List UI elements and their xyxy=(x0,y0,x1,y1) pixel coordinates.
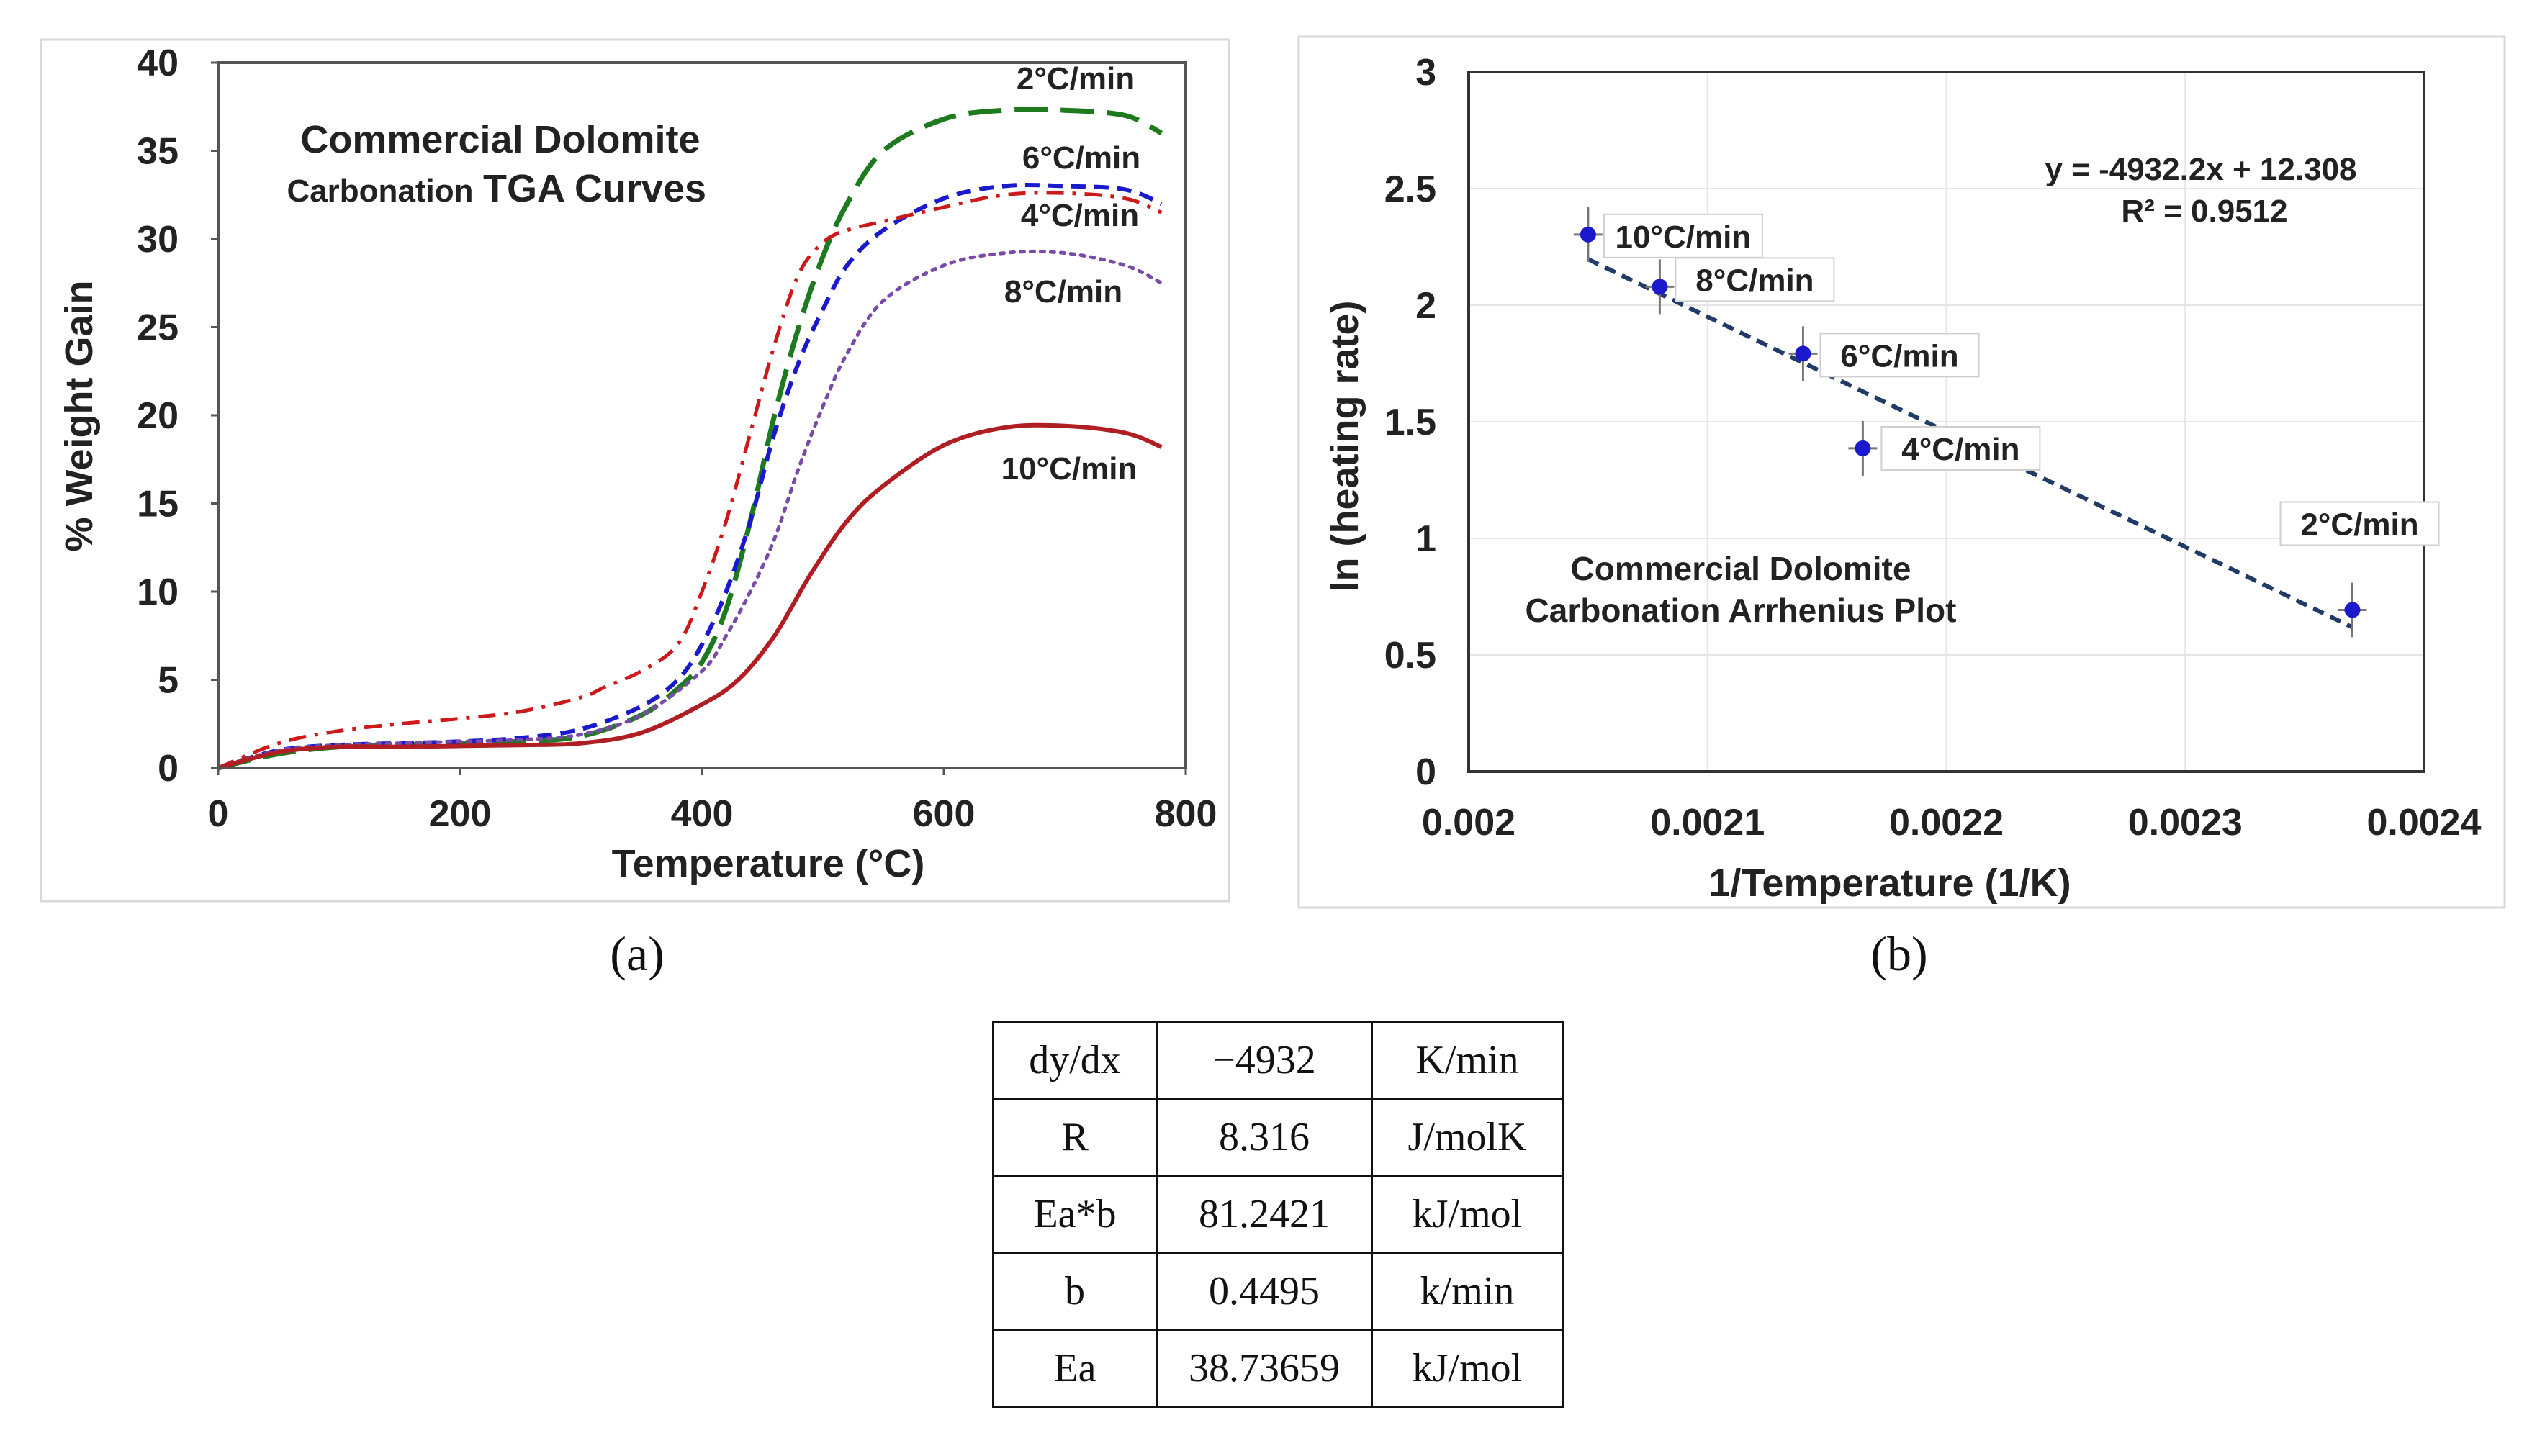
panel-label-b: (b) xyxy=(1870,926,1927,981)
chart-b-x-tick-label: 0.0024 xyxy=(2366,802,2481,844)
chart-b-arrhenius-plot: 10°C/min 8°C/min 6°C/min 4°C/min 2°C/min 0 0.… xyxy=(1323,52,2482,905)
chart-a-x-tick-label: 600 xyxy=(913,793,976,835)
table-cell-value: 0.4495 xyxy=(1156,1252,1373,1331)
chart-b-x-tick-label: 0.0022 xyxy=(1889,802,2004,844)
table-cell-unit: kJ/mol xyxy=(1371,1175,1564,1254)
chart-b-point-label-box xyxy=(2279,501,2440,546)
panel-label-a: (a) xyxy=(610,926,664,981)
table-cell-parameter: dy/dx xyxy=(992,1021,1158,1100)
chart-b-trendline xyxy=(1587,257,2353,630)
chart-a-subtitle-small: Carbonation xyxy=(287,173,473,209)
chart-a-y-tick-label: 40 xyxy=(137,42,179,84)
chart-a-series-line xyxy=(216,249,1163,770)
trendline-equation: y = -4932.2x + 12.308 xyxy=(2045,152,2356,187)
chart-b-y-tick-label: 0.5 xyxy=(1384,635,1436,677)
chart-a-series-line xyxy=(217,191,1163,770)
chart-b-point-label: 8°C/min xyxy=(1695,263,1814,298)
chart-a-y-tick-label: 15 xyxy=(137,484,179,525)
chart-a-series-label-2: 2°C/min xyxy=(1017,61,1135,96)
table-row: R 8.316 J/molK xyxy=(992,1098,1564,1177)
chart-b-point-label: 2°C/min xyxy=(2300,507,2418,542)
chart-a-title: Commercial Dolomite xyxy=(300,118,700,161)
table-cell-parameter: Ea*b xyxy=(992,1175,1158,1254)
chart-b-title: Commercial Dolomite xyxy=(1571,550,1911,587)
chart-b-data-point xyxy=(1795,345,1811,362)
chart-b-y-tick-label: 1 xyxy=(1415,518,1436,560)
table-cell-unit: K/min xyxy=(1371,1021,1564,1100)
chart-b-point-label: 4°C/min xyxy=(1901,432,2019,467)
chart-a-y-tick-label: 10 xyxy=(137,571,179,613)
chart-b-point-label: 10°C/min xyxy=(1615,220,1751,255)
chart-b-data-point xyxy=(2344,602,2361,618)
chart-b-data-point xyxy=(1855,440,1871,456)
chart-b-point-label: 6°C/min xyxy=(1840,338,1958,374)
chart-b-subtitle: Carbonation Arrhenius Plot xyxy=(1526,592,1957,629)
chart-a-x-tick-label: 400 xyxy=(671,793,734,835)
chart-a-series-label-6: 6°C/min xyxy=(1022,140,1140,176)
table-row: Ea 38.73659 kJ/mol xyxy=(992,1329,1564,1408)
chart-a-series-line xyxy=(217,422,1163,770)
chart-a-series-label-4: 4°C/min xyxy=(1021,198,1139,233)
chart-a-x-axis-title: Temperature (°C) xyxy=(612,842,925,885)
table-cell-value: 38.73659 xyxy=(1156,1329,1373,1408)
chart-a-series-label-10: 10°C/min xyxy=(1001,451,1138,487)
chart-a-y-axis-title: % Weight Gain xyxy=(58,280,101,551)
chart-a-y-tick-label: 35 xyxy=(137,131,179,173)
table-cell-value: 81.2421 xyxy=(1156,1175,1373,1254)
chart-a-series-label-8: 8°C/min xyxy=(1004,274,1122,309)
chart-a-y-tick-label: 5 xyxy=(158,660,179,702)
chart-b-y-tick-label: 3 xyxy=(1415,52,1436,94)
table-cell-unit: k/min xyxy=(1371,1252,1564,1331)
chart-b-point-label-box xyxy=(1819,333,1980,378)
chart-b-y-tick-label: 0 xyxy=(1415,751,1436,793)
table-cell-unit: J/molK xyxy=(1371,1098,1564,1177)
table-row: b 0.4495 k/min xyxy=(992,1252,1564,1331)
activation-energy-table: dy/dx −4932 K/min R 8.316 J/molK Ea*b 81.2421 kJ… xyxy=(992,1021,1564,1408)
chart-a-tga-curves: 0 5 10 15 20 25 30 35 40 0 200 400 600 800 Temperatu… xyxy=(58,42,1217,885)
chart-a-y-tick-label: 0 xyxy=(158,748,179,790)
chart-b-x-tick-label: 0.0023 xyxy=(2128,802,2243,844)
table-cell-value: −4932 xyxy=(1156,1021,1373,1100)
chart-a-x-tick-label: 200 xyxy=(429,793,492,835)
chart-b-y-tick-label: 2 xyxy=(1415,285,1436,327)
chart-b-y-tick-label: 1.5 xyxy=(1384,402,1436,443)
table-row: dy/dx −4932 K/min xyxy=(992,1021,1564,1100)
chart-a-x-tick-label: 0 xyxy=(208,793,229,835)
table-row: Ea*b 81.2421 kJ/mol xyxy=(992,1175,1564,1254)
chart-a-series-line xyxy=(217,183,1163,770)
table-cell-value: 8.316 xyxy=(1156,1098,1373,1177)
chart-b-x-tick-label: 0.0021 xyxy=(1650,802,1765,844)
chart-b-data-point xyxy=(1652,279,1668,295)
chart-b-y-axis-title: ln (heating rate) xyxy=(1323,300,1366,592)
chart-b-x-tick-label: 0.002 xyxy=(1422,802,1515,844)
chart-b-y-tick-label: 2.5 xyxy=(1384,168,1436,210)
chart-a-subtitle-large: TGA Curves xyxy=(483,167,706,210)
chart-a-y-tick-label: 20 xyxy=(137,395,179,437)
table-cell-parameter: Ea xyxy=(992,1329,1158,1408)
chart-b-x-axis-title: 1/Temperature (1/K) xyxy=(1708,862,2071,905)
trendline-r-squared: R² = 0.9512 xyxy=(2121,194,2287,229)
chart-a-y-tick-label: 25 xyxy=(137,307,179,349)
chart-b-plot-border xyxy=(1467,71,2425,773)
chart-b-point-label-box xyxy=(1675,257,1835,302)
table-cell-parameter: b xyxy=(992,1252,1158,1331)
chart-b-point-label-box xyxy=(1880,425,2041,471)
chart-a-x-tick-label: 800 xyxy=(1155,793,1217,835)
table-cell-unit: kJ/mol xyxy=(1371,1329,1564,1408)
chart-b-data-point xyxy=(1580,226,1596,243)
chart-b-frame xyxy=(1297,35,2506,909)
table-cell-parameter: R xyxy=(992,1098,1158,1177)
chart-a-y-tick-label: 30 xyxy=(137,219,179,261)
